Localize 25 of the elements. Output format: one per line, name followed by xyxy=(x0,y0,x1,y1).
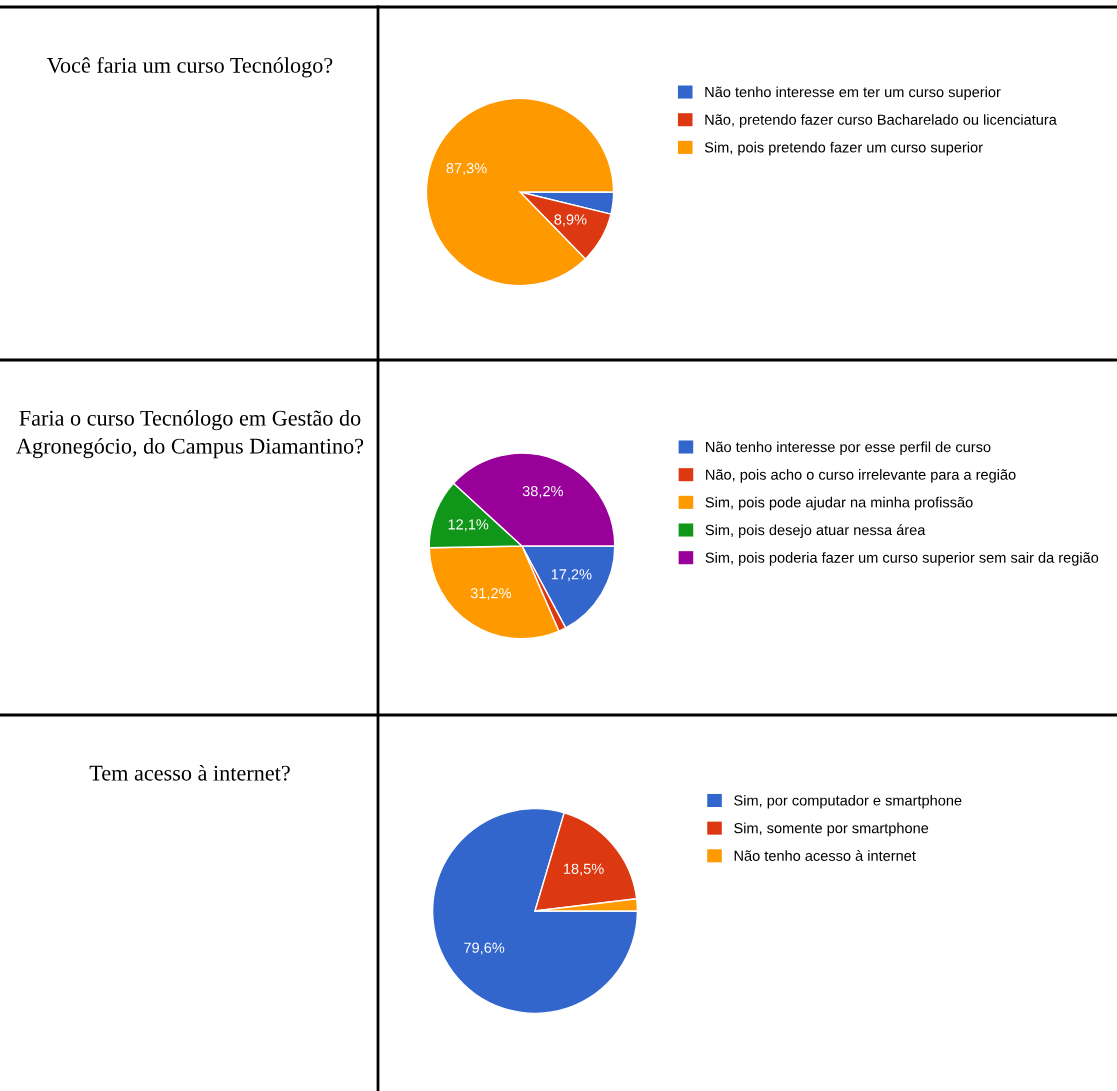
data-label: 79,6% xyxy=(464,942,505,955)
data-label: 38,2% xyxy=(522,485,563,499)
legend-label: Sim, pois desejo atuar nessa área xyxy=(705,524,926,539)
legend-label: Não, pois acho o curso irrelevante para a região xyxy=(706,469,1016,483)
legend-label: Sim, somente por smartphone xyxy=(734,822,929,837)
legend-label: Não tenho acesso à internet xyxy=(734,850,916,861)
data-label: 17,2% xyxy=(551,569,592,582)
legend-label: Não tenho interesse por esse perfil de curso xyxy=(706,441,991,456)
legend-label: Sim, pois pode ajudar na minha profissão xyxy=(705,496,973,511)
pie-slice xyxy=(425,97,615,287)
legend-label: Sim, pois pretendo fazer um curso superior xyxy=(704,141,983,156)
legend-label: Não, pretendo fazer curso Bacharelado ou licenciatura xyxy=(705,114,1057,128)
data-label: 31,2% xyxy=(470,587,512,601)
legend-label: Sim, por computador e smartphone xyxy=(734,794,962,809)
data-label: 87,3% xyxy=(446,163,487,176)
legend-label: Não tenho interesse em ter um curso superior xyxy=(705,86,1001,101)
text: Você faria um curso Tecnólogo? xyxy=(47,57,333,78)
pie-slice xyxy=(519,191,612,260)
pie-slice xyxy=(431,807,639,1015)
text: Faria o curso Tecnólogo em Gestão do Agronegócio, do Campus Diamantino? xyxy=(16,410,364,459)
legend-label: Sim, pois poderia fazer um curso superior sem sair da região xyxy=(705,552,1099,566)
data-label: 12,1% xyxy=(448,519,489,532)
data-label: 18,5% xyxy=(563,863,604,876)
text: Tem acesso à internet? xyxy=(89,764,290,781)
data-label: 8,9% xyxy=(554,214,587,227)
